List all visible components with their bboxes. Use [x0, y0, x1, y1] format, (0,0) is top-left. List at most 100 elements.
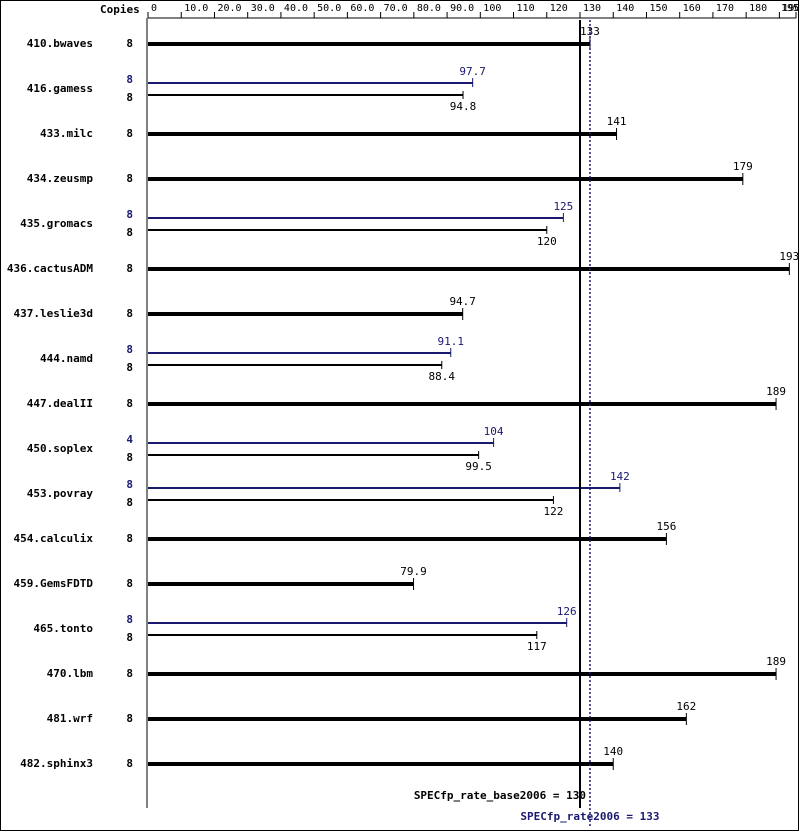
x-tick-label: 100: [483, 3, 501, 14]
benchmark-name: 453.povray: [27, 487, 94, 500]
value-label: 189: [766, 385, 786, 398]
peak-bar: [148, 82, 473, 84]
benchmark-name: 436.cactusADM: [7, 262, 93, 275]
copies: 8: [126, 37, 133, 50]
base-summary-label: SPECfp_rate_base2006 = 130: [414, 789, 586, 802]
benchmark-name: 482.sphinx3: [20, 757, 93, 770]
copies: 8: [126, 397, 133, 410]
x-tick-label: 170: [716, 3, 734, 14]
x-tick-label: 0: [151, 3, 157, 14]
bar: [148, 132, 617, 136]
x-tick-label: 160: [683, 3, 701, 14]
copies-header: Copies: [100, 3, 140, 16]
copies: 8: [126, 262, 133, 275]
x-tick-label: 150: [649, 3, 667, 14]
value-label: 133: [580, 25, 600, 38]
benchmark-name: 470.lbm: [47, 667, 94, 680]
value-label: 141: [607, 115, 627, 128]
benchmark-name: 437.leslie3d: [14, 307, 93, 320]
value-label: 179: [733, 160, 753, 173]
base-bar: [148, 499, 554, 501]
value-label: 79.9: [400, 565, 427, 578]
copies: 8: [126, 307, 133, 320]
benchmark-name: 447.dealII: [27, 397, 93, 410]
copies: 8: [126, 757, 133, 770]
copies: 8: [126, 496, 133, 509]
value-label: 189: [766, 655, 786, 668]
x-tick-label: 60.0: [350, 3, 374, 14]
x-tick-label: 180: [749, 3, 767, 14]
base-bar: [148, 454, 479, 456]
benchmark-name: 433.milc: [40, 127, 93, 140]
base-value-label: 117: [527, 640, 547, 653]
copies: 8: [126, 127, 133, 140]
copies: 8: [126, 577, 133, 590]
x-tick-label: 10.0: [184, 3, 208, 14]
peak-bar: [148, 217, 564, 219]
value-label: 156: [656, 520, 676, 533]
bar: [148, 267, 790, 271]
peak-copies: 8: [126, 343, 133, 356]
base-bar: [148, 364, 442, 366]
peak-copies: 8: [126, 73, 133, 86]
base-bar: [148, 634, 537, 636]
x-tick-label: 130: [583, 3, 601, 14]
benchmark-name: 459.GemsFDTD: [14, 577, 94, 590]
benchmark-name: 481.wrf: [47, 712, 93, 725]
peak-copies: 8: [126, 613, 133, 626]
peak-copies: 8: [126, 478, 133, 491]
bar: [148, 582, 414, 586]
benchmark-name: 434.zeusmp: [27, 172, 94, 185]
bar: [148, 537, 667, 541]
base-value-label: 88.4: [429, 370, 456, 383]
peak-value-label: 104: [484, 425, 504, 438]
x-tick-label: 80.0: [417, 3, 441, 14]
copies: 8: [126, 667, 133, 680]
x-tick-label: 30.0: [251, 3, 275, 14]
base-value-label: 99.5: [465, 460, 492, 473]
bar: [148, 762, 614, 766]
peak-copies: 8: [126, 208, 133, 221]
copies: 8: [126, 712, 133, 725]
base-bar: [148, 94, 464, 96]
benchmark-name: 410.bwaves: [27, 37, 93, 50]
x-tick-label: 140: [616, 3, 634, 14]
bar: [148, 717, 687, 721]
bar: [148, 312, 463, 316]
copies: 8: [126, 226, 133, 239]
bar: [148, 177, 743, 181]
value-label: 193: [779, 250, 799, 263]
copies: 8: [126, 91, 133, 104]
benchmark-name: 454.calculix: [14, 532, 94, 545]
peak-bar: [148, 622, 567, 624]
benchmark-name: 465.tonto: [33, 622, 93, 635]
x-tick-label: 20.0: [217, 3, 241, 14]
x-tick-label: 50.0: [317, 3, 341, 14]
base-value-label: 122: [543, 505, 563, 518]
bar: [148, 42, 590, 46]
peak-value-label: 91.1: [437, 335, 464, 348]
x-tick-label: 195: [781, 3, 799, 14]
base-value-label: 120: [537, 235, 557, 248]
base-value-label: 94.8: [450, 100, 477, 113]
x-tick-label: 110: [517, 3, 535, 14]
copies: 8: [126, 172, 133, 185]
base-bar: [148, 229, 547, 231]
peak-copies: 4: [126, 433, 133, 446]
benchmark-name: 416.gamess: [27, 82, 93, 95]
peak-summary-label: SPECfp_rate2006 = 133: [520, 810, 659, 823]
peak-value-label: 97.7: [459, 65, 486, 78]
copies: 8: [126, 361, 133, 374]
x-tick-label: 40.0: [284, 3, 308, 14]
value-label: 162: [676, 700, 696, 713]
x-tick-label: 70.0: [384, 3, 408, 14]
peak-bar: [148, 487, 620, 489]
peak-value-label: 142: [610, 470, 630, 483]
x-tick-label: 120: [550, 3, 568, 14]
x-tick-label: 190: [782, 3, 799, 14]
peak-value-label: 125: [553, 200, 573, 213]
benchmark-name: 444.namd: [40, 352, 93, 365]
peak-bar: [148, 442, 494, 444]
benchmark-name: 450.soplex: [27, 442, 94, 455]
